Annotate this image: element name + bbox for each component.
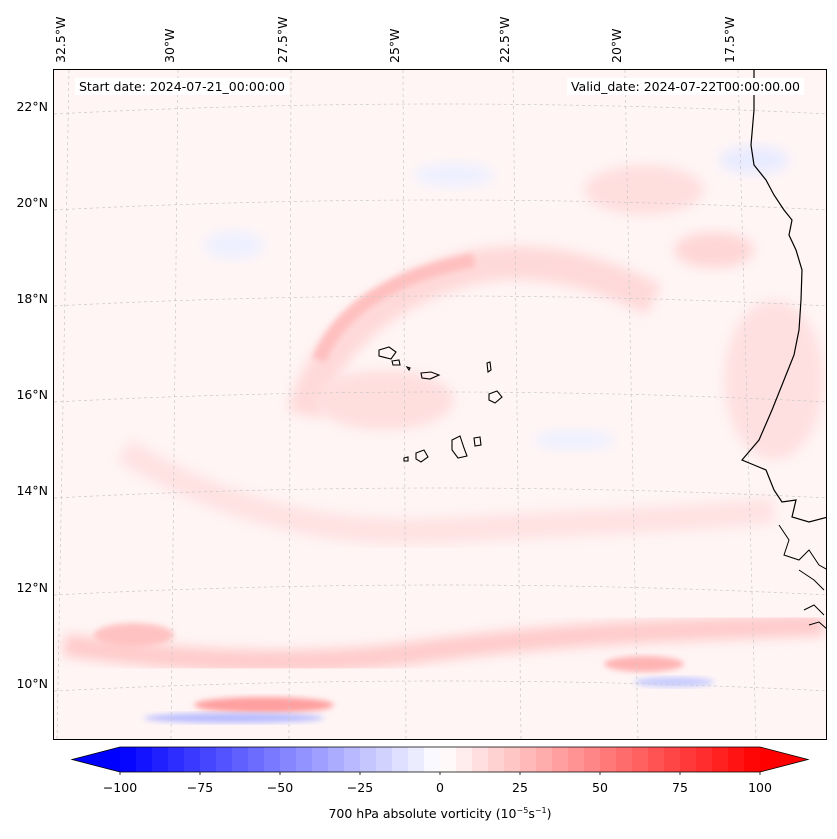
colorbar-label: 700 hPa absolute vorticity (10−5s−1) <box>328 806 552 822</box>
africa-coastline <box>741 70 826 523</box>
latitude-gridline <box>54 199 826 211</box>
colorbar-tick-label: 25 <box>512 780 528 795</box>
colorbar-bin <box>392 747 409 772</box>
longitude-label: 25°W <box>387 28 402 63</box>
colorbar <box>70 746 810 775</box>
colorbar-bin <box>424 747 441 772</box>
colorbar-bin <box>472 747 489 772</box>
longitude-label: 20°W <box>609 28 624 63</box>
colorbar-bin <box>360 747 377 772</box>
colorbar-bin <box>440 747 457 772</box>
colorbar-bin <box>488 747 505 772</box>
colorbar-tick-label: 0 <box>436 780 444 795</box>
graticule <box>54 70 826 739</box>
colorbar-bin <box>264 747 281 772</box>
colorbar-bin <box>456 747 473 772</box>
longitude-gridline <box>512 70 522 739</box>
colorbar-tick-label: −25 <box>346 780 374 795</box>
longitude-label: 32.5°W <box>53 16 68 63</box>
colorbar-bin <box>232 747 249 772</box>
map-panel: Start date: 2024-07-21_00:00:00 Valid_da… <box>53 69 827 740</box>
colorbar-bin <box>120 747 137 772</box>
colorbar-bin <box>184 747 201 772</box>
longitude-gridline <box>170 70 179 739</box>
colorbar-bin <box>616 747 633 772</box>
colorbar-bin <box>312 747 329 772</box>
colorbar-bin <box>152 747 169 772</box>
latitude-gridline <box>54 680 826 692</box>
longitude-gridline <box>288 70 292 739</box>
colorbar-bin <box>216 747 233 772</box>
latitude-label: 16°N <box>16 387 48 402</box>
longitude-label: 22.5°W <box>497 16 512 63</box>
longitude-gridline <box>402 70 407 739</box>
colorbar-bin <box>520 747 537 772</box>
colorbar-bin <box>632 747 649 772</box>
colorbar-bin <box>504 747 521 772</box>
colorbar-bin <box>328 747 345 772</box>
colorbar-tick-label: 100 <box>748 780 772 795</box>
latitude-gridline <box>54 487 826 499</box>
colorbar-bin <box>280 747 297 772</box>
colorbar-bin <box>696 747 713 772</box>
latitude-label: 18°N <box>16 291 48 306</box>
colorbar-tick-label: −50 <box>266 780 294 795</box>
colorbar-bin <box>296 747 313 772</box>
vorticity-field <box>62 146 825 723</box>
colorbar-bin <box>168 747 185 772</box>
coastline-details <box>778 524 826 629</box>
colorbar-bin <box>536 747 553 772</box>
colorbar-bin <box>584 747 601 772</box>
colorbar-bin <box>136 747 153 772</box>
colorbar-min-extend <box>72 747 120 772</box>
colorbar-tick-label: 75 <box>672 780 688 795</box>
longitude-label: 17.5°W <box>722 16 737 63</box>
colorbar-bin <box>344 747 361 772</box>
colorbar-bin <box>744 747 761 772</box>
cape-verde-islands <box>378 346 503 463</box>
colorbar-tick-label: 50 <box>592 780 608 795</box>
latitude-gridline <box>54 103 826 115</box>
colorbar-bin <box>648 747 665 772</box>
latitude-label: 12°N <box>16 580 48 595</box>
colorbar-bin <box>408 747 425 772</box>
colorbar-bin <box>376 747 393 772</box>
colorbar-bin <box>600 747 617 772</box>
colorbar-bin <box>552 747 569 772</box>
colorbar-bin <box>728 747 745 772</box>
colorbar-bin <box>200 747 217 772</box>
colorbar-bin <box>664 747 681 772</box>
latitude-gridline <box>54 391 826 403</box>
longitude-gridline <box>624 70 639 739</box>
colorbar-tick-label: −75 <box>186 780 214 795</box>
latitude-label: 14°N <box>16 483 48 498</box>
vorticity-map <box>54 70 826 739</box>
longitude-label: 27.5°W <box>275 16 290 63</box>
valid-date-label: Valid_date: 2024-07-22T00:00:00.00 <box>566 78 804 95</box>
colorbar-bin <box>712 747 729 772</box>
latitude-gridline <box>54 584 826 596</box>
longitude-gridline <box>56 70 70 739</box>
latitude-label: 20°N <box>16 195 48 210</box>
colorbar-bin <box>568 747 585 772</box>
start-date-label: Start date: 2024-07-21_00:00:00 <box>75 78 289 95</box>
colorbar-bin <box>248 747 265 772</box>
colorbar-bin <box>680 747 697 772</box>
latitude-gridline <box>54 295 826 307</box>
colorbar-tick-label: −100 <box>102 780 138 795</box>
longitude-label: 30°W <box>162 28 177 63</box>
colorbar-max-extend <box>760 747 808 772</box>
latitude-label: 10°N <box>16 676 48 691</box>
latitude-label: 22°N <box>16 99 48 114</box>
longitude-gridline <box>737 70 757 739</box>
